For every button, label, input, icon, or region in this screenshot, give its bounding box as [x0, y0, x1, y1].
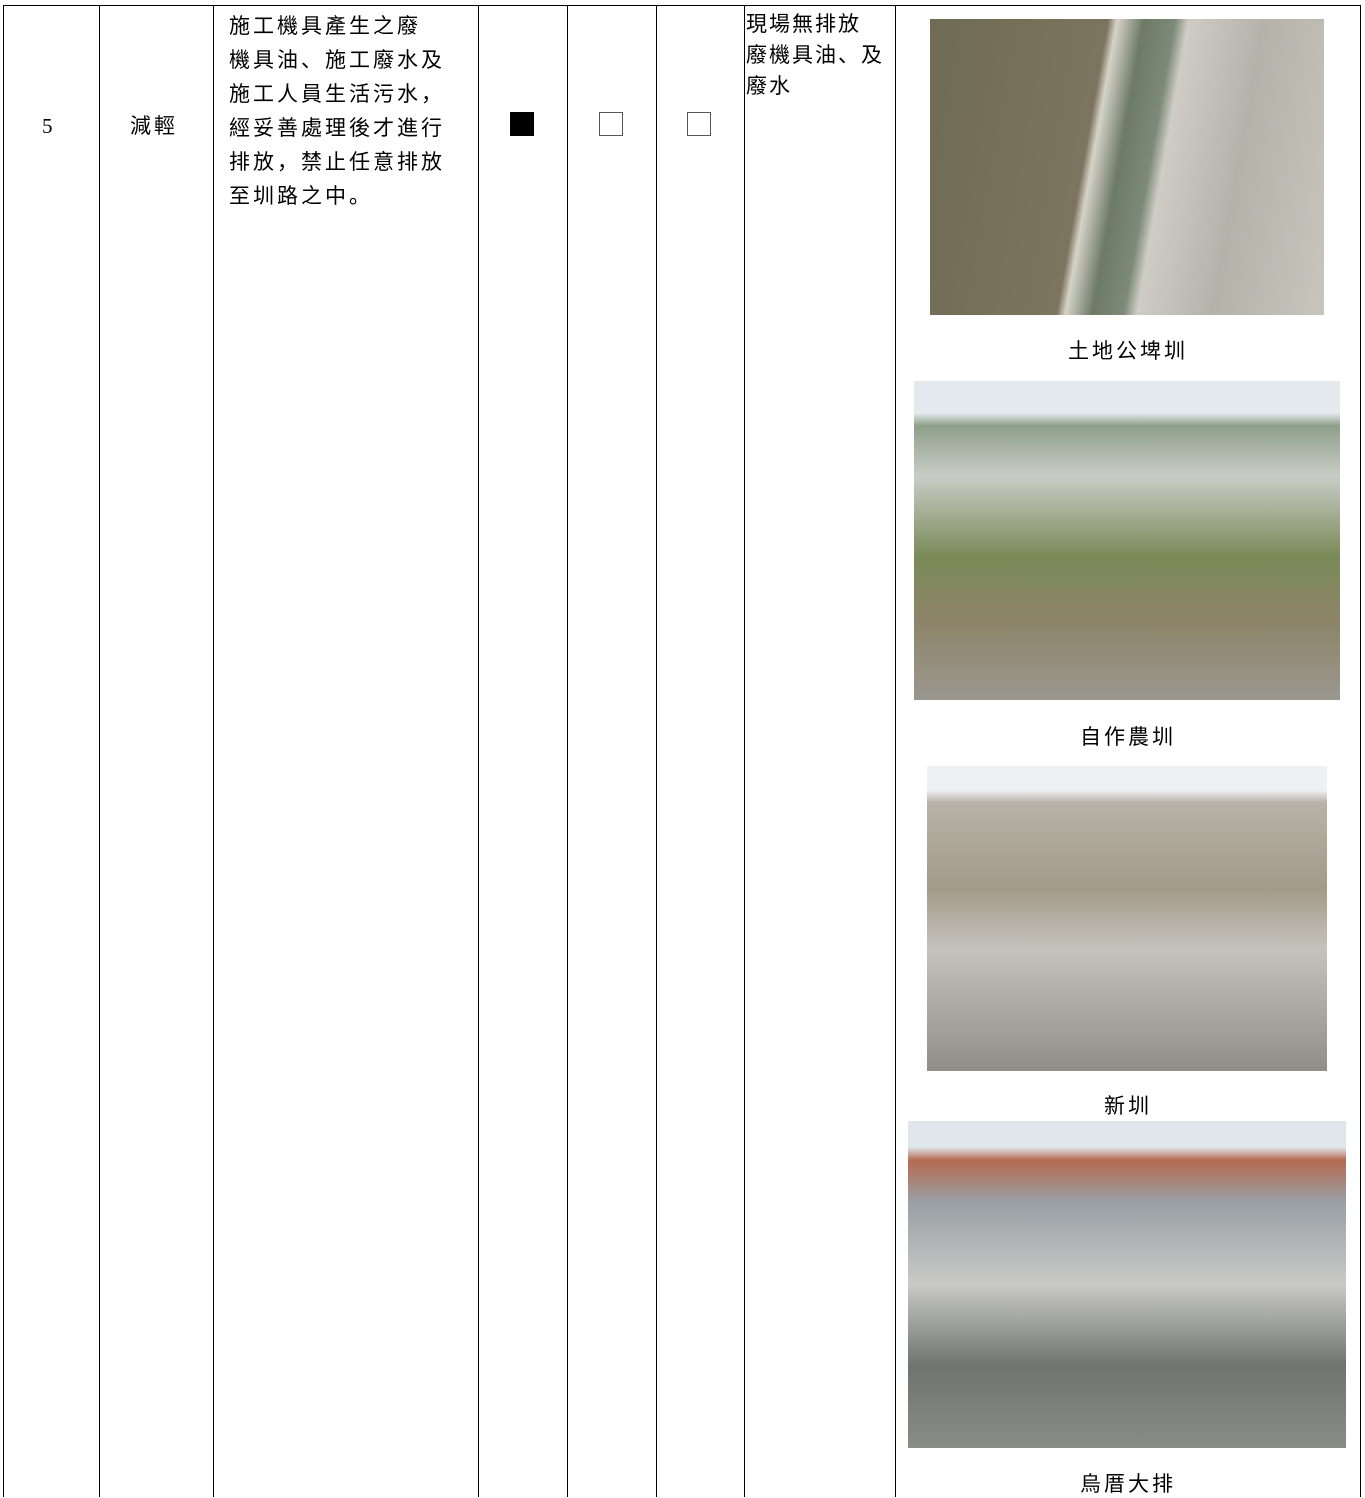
result-line: 現場無排放 [746, 12, 861, 36]
column-border [213, 5, 214, 1497]
photo-caption: 新圳 [1104, 1094, 1152, 1118]
column-border [478, 5, 479, 1497]
result-line: 廢水 [746, 74, 792, 98]
description-line: 施工人員生活污水， [229, 82, 445, 106]
column-border [656, 5, 657, 1497]
description-line: 經妥善處理後才進行 [229, 116, 445, 140]
description-line: 至圳路之中。 [229, 184, 373, 208]
column-border [3, 5, 4, 1497]
column-border [99, 5, 100, 1497]
measure-type: 減輕 [130, 114, 178, 138]
photo-caption: 土地公埤圳 [1068, 339, 1188, 363]
row-number: 5 [42, 114, 56, 138]
column-border [895, 5, 896, 1497]
description-line: 施工機具產生之廢 [229, 14, 421, 38]
photo [930, 19, 1324, 315]
column-border [1360, 5, 1361, 1497]
checkbox [510, 112, 534, 136]
result-line: 廢機具油、及 [746, 43, 884, 67]
photo [908, 1121, 1346, 1448]
photo-caption: 自作農圳 [1080, 725, 1176, 749]
description-line: 機具油、施工廢水及 [229, 48, 445, 72]
description-line: 排放，禁止任意排放 [229, 150, 445, 174]
checkbox [599, 112, 623, 136]
column-border [744, 5, 745, 1497]
photo-caption: 烏厝大排 [1080, 1472, 1176, 1496]
checkbox [687, 112, 711, 136]
column-border [567, 5, 568, 1497]
table-border [3, 5, 1361, 6]
photo [927, 766, 1327, 1071]
photo [914, 381, 1340, 700]
